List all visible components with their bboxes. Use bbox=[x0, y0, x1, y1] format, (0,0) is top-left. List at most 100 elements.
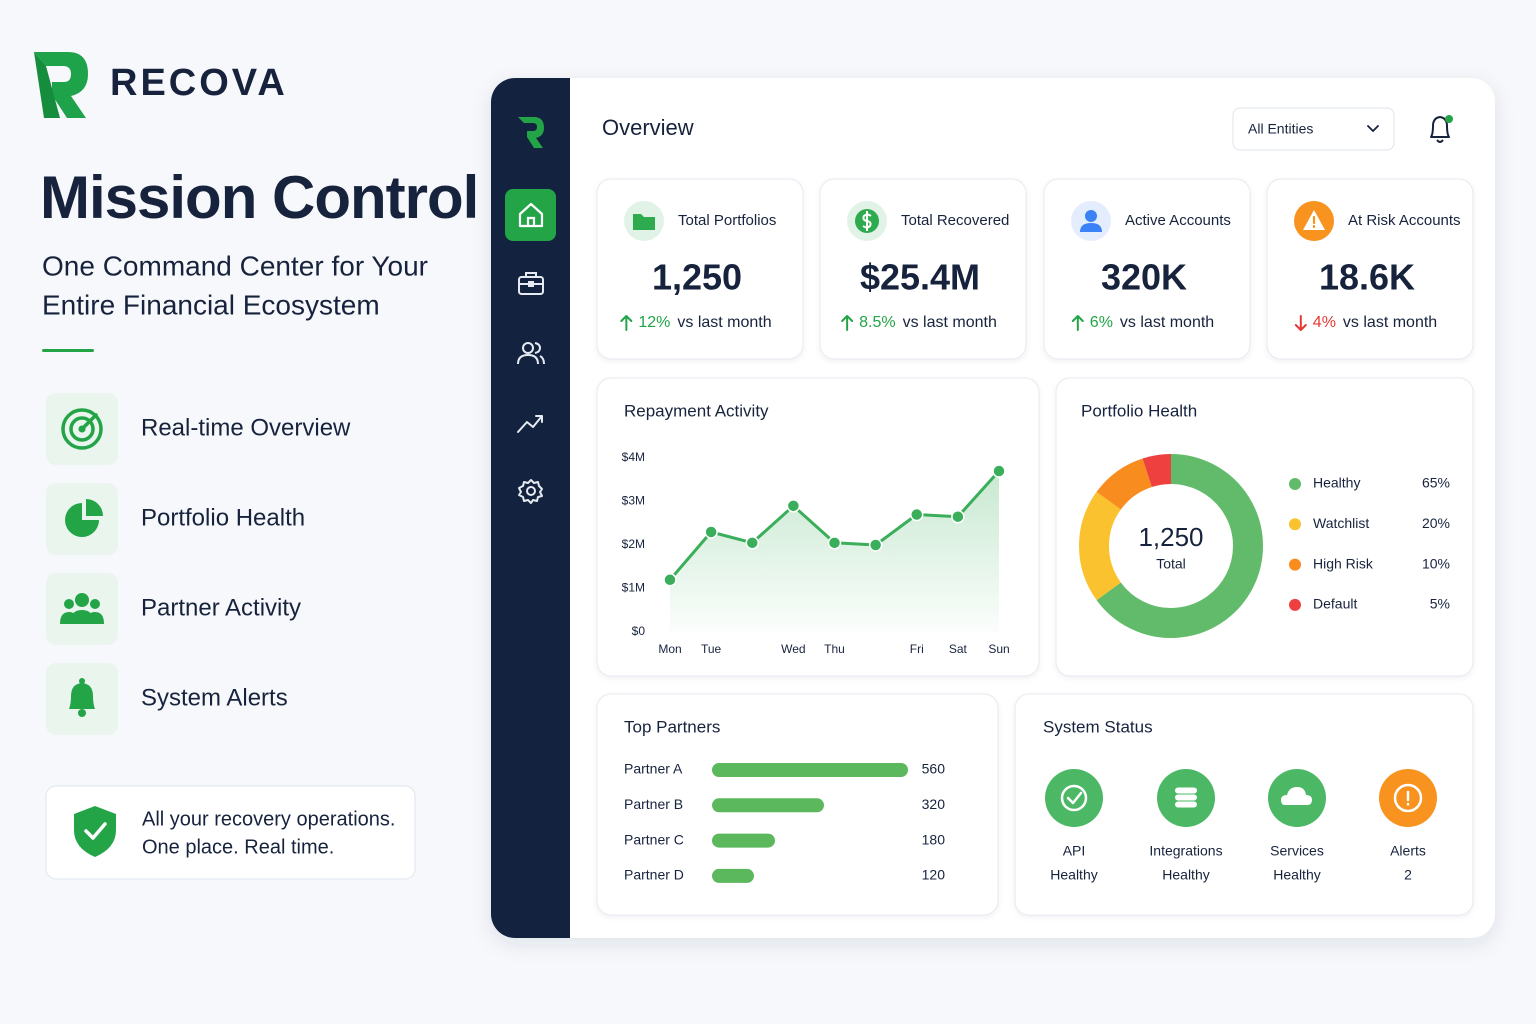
donut-segment bbox=[1096, 454, 1263, 638]
status-state: 2 bbox=[1404, 867, 1412, 883]
point bbox=[910, 507, 924, 522]
bar bbox=[712, 798, 824, 813]
nav-analytics[interactable] bbox=[517, 415, 543, 433]
status-state: Healthy bbox=[1050, 867, 1097, 883]
legend-label: Watchlist bbox=[1313, 515, 1369, 531]
point bbox=[663, 573, 677, 587]
kpi-icon bbox=[624, 201, 664, 241]
brand-name: RECOVA bbox=[110, 62, 288, 104]
status-icon bbox=[1268, 769, 1326, 827]
chart-title: Repayment Activity bbox=[624, 401, 769, 420]
status-icon bbox=[1157, 769, 1215, 827]
legend-value: 20% bbox=[1422, 515, 1450, 531]
bar-value: 320 bbox=[922, 796, 946, 812]
x-tick-label: Sat bbox=[949, 642, 968, 656]
donut-segment bbox=[1096, 458, 1153, 511]
x-tick-label: Wed bbox=[781, 642, 805, 656]
y-tick-label: $2M bbox=[622, 537, 645, 551]
status-state: Healthy bbox=[1162, 867, 1209, 883]
nav-portfolios[interactable] bbox=[518, 272, 544, 295]
status-icon bbox=[1379, 769, 1437, 827]
shield-icon bbox=[74, 806, 116, 857]
hero-subtitle: Entire Financial Ecosystem bbox=[42, 289, 380, 320]
dollar-glyph bbox=[862, 211, 872, 231]
feature-label: System Alerts bbox=[141, 684, 288, 711]
kpi-label: Total Recovered bbox=[901, 212, 1009, 229]
feature-label: Portfolio Health bbox=[141, 504, 305, 531]
point bbox=[827, 536, 842, 550]
donut-segment bbox=[1142, 454, 1172, 488]
bar-label: Partner B bbox=[624, 796, 683, 812]
entity-filter[interactable]: All Entities bbox=[1232, 107, 1395, 151]
legend-swatch bbox=[1289, 518, 1301, 531]
kpi-label: Total Portfolios bbox=[678, 212, 776, 229]
cloud bbox=[1281, 787, 1312, 805]
logo-mark bbox=[34, 52, 88, 118]
point bbox=[704, 525, 718, 539]
legend-value: 65% bbox=[1422, 475, 1450, 491]
feature-label: Real-time Overview bbox=[141, 414, 351, 441]
panel-title: System Status bbox=[1043, 717, 1153, 736]
status-name: Integrations bbox=[1149, 843, 1222, 859]
bar bbox=[712, 763, 908, 777]
kpi-note: vs last month bbox=[677, 314, 771, 331]
kpi-icon bbox=[1071, 201, 1111, 241]
kpi-value: 18.6K bbox=[1319, 257, 1415, 298]
bar-value: 180 bbox=[922, 831, 946, 847]
kpi-change: 8.5% bbox=[859, 314, 895, 331]
kpi-icon bbox=[1294, 201, 1334, 241]
nav-home[interactable] bbox=[505, 189, 556, 241]
point bbox=[786, 499, 801, 513]
kpi-value: $25.4M bbox=[860, 257, 980, 298]
x-tick-label: Sun bbox=[988, 642, 1009, 656]
db-disc bbox=[1175, 794, 1197, 801]
y-tick-label: $1M bbox=[622, 581, 645, 595]
kpi-label: Active Accounts bbox=[1125, 212, 1231, 229]
kpi-icon bbox=[847, 201, 887, 241]
card bbox=[1055, 377, 1474, 677]
y-tick-label: $4M bbox=[622, 450, 645, 464]
hero-subtitle: One Command Center for Your bbox=[42, 250, 428, 281]
point bbox=[951, 509, 965, 524]
point bbox=[745, 536, 759, 550]
area bbox=[670, 471, 999, 632]
status-circle bbox=[1045, 769, 1103, 827]
legend-swatch bbox=[1289, 598, 1301, 611]
x-tick-label: Mon bbox=[658, 642, 681, 656]
callout-highlight: One place. Real time. bbox=[142, 836, 334, 858]
nav-settings[interactable] bbox=[518, 479, 543, 504]
bar bbox=[712, 833, 775, 848]
donut-segment bbox=[1079, 491, 1122, 601]
x-tick-label: Fri bbox=[910, 642, 924, 656]
feature-label: Partner Activity bbox=[141, 594, 301, 621]
kpi-change-row: 4% vs last month bbox=[1313, 314, 1437, 331]
kpi-note: vs last month bbox=[903, 314, 997, 331]
status-icon bbox=[1045, 769, 1103, 827]
kpi-note: vs last month bbox=[1343, 314, 1437, 331]
chart-title: Portfolio Health bbox=[1081, 401, 1197, 420]
notifications-bell[interactable] bbox=[1430, 115, 1453, 143]
chart-title: Top Partners bbox=[624, 717, 720, 736]
y-tick-label: $3M bbox=[622, 494, 645, 508]
point bbox=[868, 538, 883, 552]
alert-ring bbox=[1393, 783, 1423, 813]
page-title: Overview bbox=[602, 115, 694, 140]
entity-filter-label[interactable]: All Entities bbox=[1248, 121, 1313, 137]
status-state: Healthy bbox=[1273, 867, 1320, 883]
trend-arrow bbox=[841, 315, 854, 331]
kpi-change-row: 12% vs last month bbox=[638, 314, 771, 331]
trend-arrow bbox=[620, 315, 633, 331]
nav-users[interactable] bbox=[517, 342, 545, 365]
x-tick-label: Thu bbox=[824, 642, 845, 656]
legend-swatch bbox=[1289, 478, 1301, 490]
callout-text: All your recovery operations. bbox=[142, 808, 395, 830]
check-ring bbox=[1060, 784, 1088, 812]
legend-label: Healthy bbox=[1313, 475, 1360, 491]
kpi-value: 320K bbox=[1101, 257, 1187, 298]
hero-title: Mission Control bbox=[40, 164, 478, 231]
status-name: Alerts bbox=[1390, 843, 1426, 859]
kpi-change-row: 8.5% vs last month bbox=[859, 314, 997, 331]
user-head bbox=[1085, 210, 1097, 222]
